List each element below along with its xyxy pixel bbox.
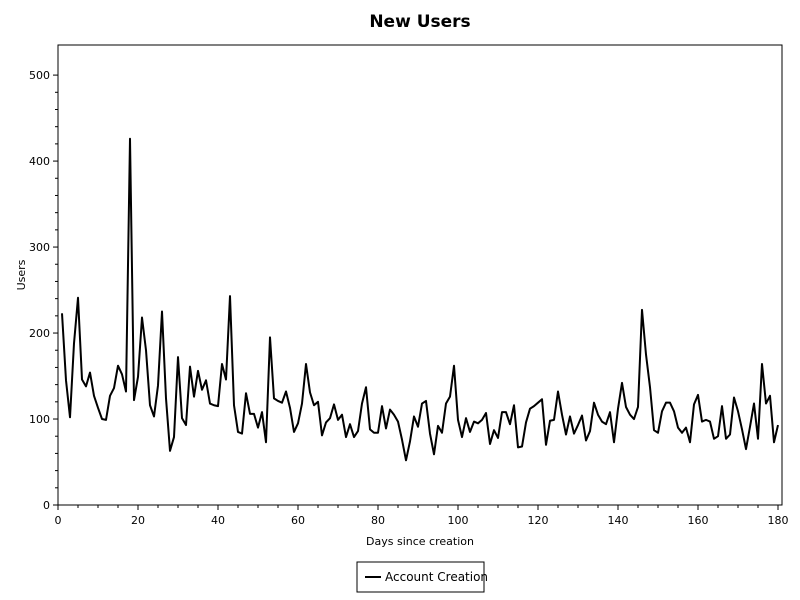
plot-area xyxy=(57,44,783,506)
x-tick-label: 100 xyxy=(448,514,469,527)
x-tick-label: 160 xyxy=(688,514,709,527)
legend: Account Creation xyxy=(356,561,488,593)
y-tick-label: 200 xyxy=(29,327,50,340)
y-tick-label: 500 xyxy=(29,69,50,82)
x-tick-label: 140 xyxy=(608,514,629,527)
y-tick-label: 0 xyxy=(43,499,50,512)
y-axis-label: Users xyxy=(15,259,28,290)
x-axis: 0 20 40 60 80 100 120 140 160 180 xyxy=(55,505,789,527)
x-tick-label: 180 xyxy=(768,514,789,527)
chart-title: New Users xyxy=(369,12,470,32)
legend-label-account-creation: Account Creation xyxy=(385,570,488,584)
series-line-account-creation xyxy=(61,137,779,462)
x-tick-label: 60 xyxy=(291,514,305,527)
y-tick-label: 300 xyxy=(29,241,50,254)
y-axis: 0 100 200 300 400 500 xyxy=(29,69,58,512)
x-tick-label: 20 xyxy=(131,514,145,527)
x-tick-label: 120 xyxy=(528,514,549,527)
y-tick-label: 100 xyxy=(29,413,50,426)
x-tick-label: 80 xyxy=(371,514,385,527)
y-tick-label: 400 xyxy=(29,155,50,168)
x-axis-label: Days since creation xyxy=(366,535,474,548)
x-tick-label: 40 xyxy=(211,514,225,527)
x-tick-label: 0 xyxy=(55,514,62,527)
